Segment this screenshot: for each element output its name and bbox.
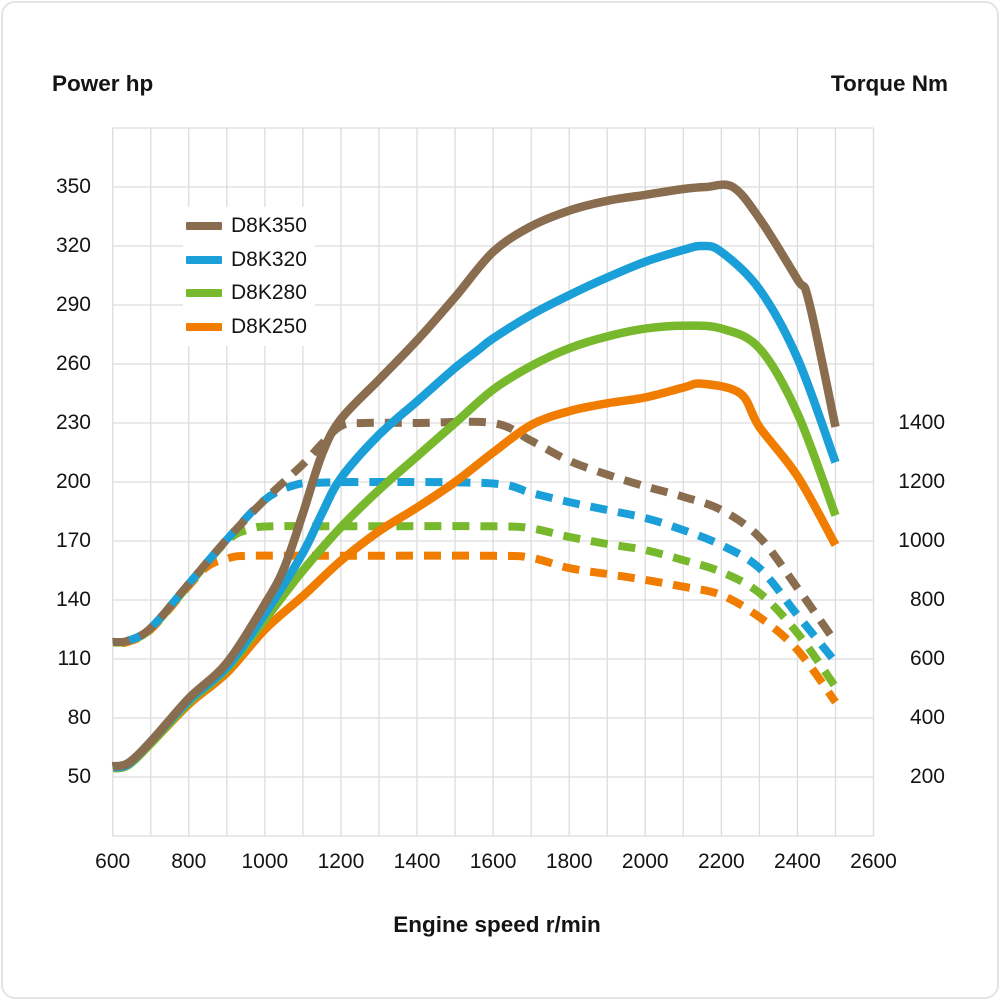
x-axis-title: Engine speed r/min	[393, 912, 601, 937]
legend-label: D8K280	[231, 281, 307, 305]
legend-swatch	[186, 289, 222, 298]
legend-item: D8K280	[183, 277, 315, 310]
y-tick-right-1000: 1000	[898, 529, 945, 552]
y-tick-left-110: 110	[57, 647, 91, 670]
y-tick-left-320: 320	[55, 234, 91, 257]
left-axis-title: Power hp	[52, 71, 154, 96]
y-tick-right-1200: 1200	[898, 470, 945, 493]
y-tick-left-230: 230	[55, 411, 91, 434]
legend-item: D8K320	[183, 243, 315, 276]
y-tick-right-200: 200	[909, 765, 945, 788]
torque-curve-D8K320	[112, 477, 839, 665]
x-tick-600: 600	[95, 850, 131, 873]
y-tick-left-80: 80	[67, 706, 91, 729]
x-tick-1800: 1800	[545, 850, 593, 873]
x-tick-2600: 2600	[850, 850, 897, 873]
y-tick-left-140: 140	[55, 588, 91, 611]
y-tick-right-1400: 1400	[898, 411, 945, 434]
legend-label: D8K320	[231, 247, 307, 271]
x-tick-2000: 2000	[621, 850, 669, 873]
legend-label: D8K350	[231, 213, 307, 237]
x-tick-1200: 1200	[317, 850, 365, 873]
legend: D8K350 D8K320 D8K280 D8K250	[183, 207, 315, 346]
x-tick-1600: 1600	[469, 850, 517, 873]
y-tick-left-50: 50	[67, 765, 91, 788]
legend-swatch	[186, 323, 222, 332]
y-tick-left-170: 170	[55, 529, 91, 552]
x-tick-1000: 1000	[241, 850, 289, 873]
right-axis-title: Torque Nm	[830, 71, 948, 96]
y-tick-right-800: 800	[909, 588, 945, 611]
x-tick-2200: 2200	[697, 850, 745, 873]
x-tick-1400: 1400	[393, 850, 441, 873]
power-curve-D8K350	[111, 180, 840, 771]
legend-label: D8K250	[231, 315, 307, 339]
legend-item: D8K250	[183, 311, 315, 344]
legend-swatch	[186, 221, 222, 230]
y-tick-left-290: 290	[55, 293, 91, 316]
y-tick-left-350: 350	[55, 175, 91, 198]
x-tick-2400: 2400	[774, 850, 821, 873]
legend-item: D8K350	[183, 209, 315, 242]
legend-swatch	[186, 255, 222, 264]
y-tick-left-200: 200	[55, 470, 91, 493]
torque-curve-D8K350	[112, 417, 839, 647]
x-tick-800: 800	[171, 850, 207, 873]
y-tick-right-400: 400	[909, 706, 945, 729]
y-tick-left-260: 260	[55, 352, 91, 375]
y-tick-right-600: 600	[909, 647, 945, 670]
